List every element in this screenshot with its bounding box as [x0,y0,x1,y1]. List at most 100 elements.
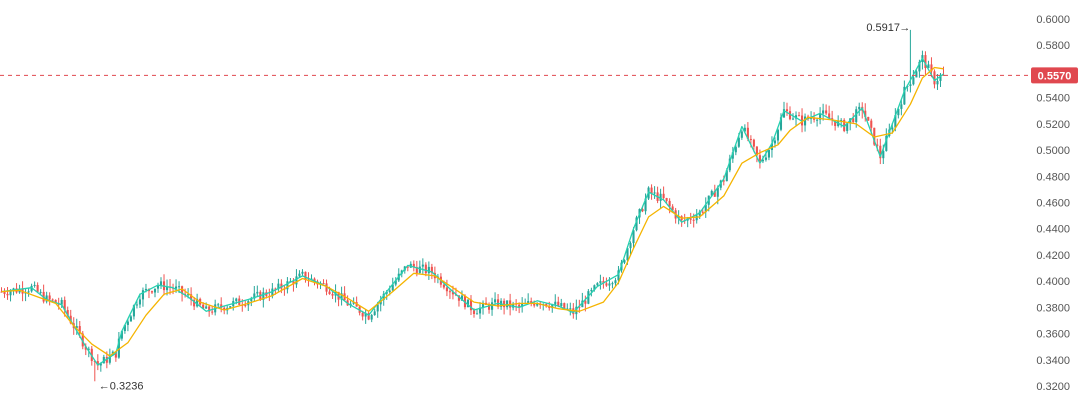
candle-body [527,301,530,304]
candle-body [840,119,843,121]
candle-body [548,306,551,309]
candle-body [418,266,421,273]
candle-body [295,276,298,285]
candle-body [280,283,283,289]
candle [45,291,48,304]
candle-body [45,295,48,302]
y-tick-label: 0.3600 [1036,329,1070,341]
candle-body [277,283,280,290]
candle [527,293,530,305]
candle-body [229,306,232,308]
y-tick-label: 0.5000 [1036,145,1070,157]
candle-body [78,326,81,334]
candle-body [858,106,861,110]
candle-body [394,280,397,285]
candle [370,313,373,323]
candle-body [843,119,846,131]
candle-body [424,264,427,274]
candle-body [415,267,418,273]
candle [475,309,479,315]
candle-body [641,209,644,212]
candle-body [897,108,900,116]
candle [424,262,427,277]
candle-body [788,111,792,120]
candle-body [653,192,656,194]
y-axis: 0.6000 0.5800 0.5400 0.5200 0.5000 0.4800 0.46… [1036,14,1070,393]
candle-body [153,288,157,293]
candle-body [764,157,767,160]
candle [867,116,870,121]
candle [24,288,27,302]
candle-body [66,310,69,316]
candle-body [918,61,921,72]
candle-body [749,138,752,140]
candle-body [752,139,755,147]
y-tick-label: 0.3200 [1036,381,1070,393]
candle-body [794,115,798,119]
candle [521,297,524,313]
candle-body [554,301,557,305]
candle [635,215,638,232]
candle [126,319,129,332]
candle [138,293,141,309]
candle-body [605,283,608,286]
candle-body [710,190,713,196]
candle-body [102,356,105,364]
candle-body [885,135,888,151]
candle-body [758,155,761,162]
candle-body [614,280,617,284]
candle-body [96,361,99,366]
candle-body [475,313,479,315]
candle [220,297,223,313]
candle-body [924,55,927,69]
candle [515,299,518,312]
candle [156,282,160,293]
candle [623,259,626,265]
candle [846,123,849,134]
candle [831,110,834,126]
candle [141,287,145,307]
candle-body [298,273,301,277]
candle [731,146,734,163]
candle-body [3,291,6,294]
candle-body [933,71,936,85]
candle-body [301,271,304,274]
candle [238,295,241,306]
candle-body [75,326,78,329]
candle [352,297,355,305]
candle-body [144,288,148,291]
candle-body [165,286,169,291]
candle [150,290,154,294]
candle-body [223,307,226,311]
low-annotation-arrow: ← [99,380,110,392]
candle [494,292,497,305]
candle [60,297,63,309]
candle-body [340,293,343,300]
candle-body [367,313,370,320]
candle-body [250,298,253,302]
candle-body [650,187,653,194]
candle-body [99,363,102,366]
candle [611,281,614,289]
candle-body [60,299,63,305]
candle-body [557,301,560,307]
fast-moving-average-line [1,57,944,366]
candle [12,287,15,296]
candle-body [472,310,476,314]
candle-body [936,80,939,85]
candle-body [731,152,734,159]
candle-body [533,303,536,306]
candle-body [220,304,223,308]
candle-body [126,321,129,325]
candle-body [30,285,33,292]
candle [39,289,42,295]
candle-body [84,346,87,350]
candle-body [776,129,780,141]
candle [912,69,915,86]
candle-body [448,291,451,293]
candle-body [761,159,764,162]
candle [804,113,807,132]
candle [779,113,783,132]
candle-body [205,306,208,309]
